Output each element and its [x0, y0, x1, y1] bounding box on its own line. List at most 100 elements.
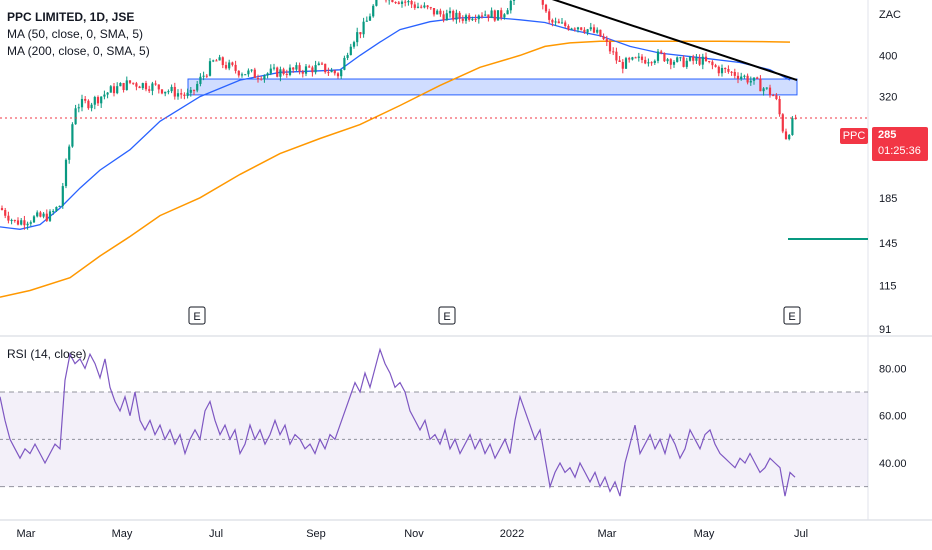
candle-body	[359, 32, 362, 35]
candle-body	[199, 76, 202, 84]
symbol-badge: PPC	[840, 128, 868, 144]
candle-body	[372, 5, 375, 17]
candle-body	[375, 0, 378, 6]
candle-body	[29, 222, 32, 224]
candle-body	[52, 210, 55, 212]
candle-body	[320, 63, 324, 65]
candle-body	[205, 75, 208, 77]
candle-body	[256, 77, 260, 79]
candle-body	[58, 205, 61, 208]
candle-body	[160, 89, 164, 94]
candle-body	[397, 2, 400, 4]
candle-body	[423, 5, 426, 8]
candle-body	[391, 0, 394, 3]
earnings-marker-box	[438, 306, 456, 325]
trendline	[551, 0, 798, 82]
candle-body	[448, 10, 452, 14]
ma200-line	[0, 40, 791, 298]
candle-body	[512, 0, 516, 1]
candle-body	[628, 58, 631, 60]
candle-body	[103, 94, 106, 97]
candle-body	[586, 29, 589, 33]
earnings-marker-box	[783, 306, 801, 325]
candle-body	[170, 86, 173, 92]
candle-body	[554, 21, 557, 23]
candle-body	[10, 219, 13, 221]
candle-body	[333, 70, 336, 74]
candle-body	[589, 27, 592, 30]
candle-body	[304, 66, 308, 74]
candle-body	[311, 67, 314, 73]
candle-body	[45, 213, 48, 221]
candle-body	[4, 210, 7, 216]
candle-body	[77, 107, 80, 109]
candle-body	[215, 60, 218, 62]
candle-body	[39, 212, 42, 217]
candle-body	[573, 28, 576, 30]
candle-body	[701, 56, 704, 65]
candle-body	[20, 220, 23, 225]
candle-body	[314, 65, 317, 73]
candle-body	[759, 78, 762, 92]
time-tick-label: Jul	[794, 528, 808, 540]
candle-body	[109, 86, 112, 93]
earnings-marker-label: E	[443, 311, 450, 323]
candle-body	[138, 86, 141, 89]
candle-body	[288, 67, 292, 75]
candle-body	[420, 6, 423, 8]
candle-body	[743, 75, 746, 77]
candle-body	[7, 215, 10, 221]
candle-body	[788, 134, 791, 140]
rsi-tick-label: 60.00	[879, 411, 907, 423]
candle-body	[317, 63, 320, 66]
candle-body	[13, 219, 16, 221]
price-tick-label: 115	[879, 281, 897, 293]
candle-body	[791, 118, 794, 135]
candle-body	[247, 70, 250, 75]
candle-body	[404, 1, 407, 3]
time-tick-label: Nov	[404, 528, 424, 540]
time-tick-label: 2022	[500, 528, 524, 540]
earnings-marker-label: E	[193, 311, 200, 323]
candle-body	[407, 0, 410, 3]
candle-body	[768, 87, 772, 96]
rsi-legend: RSI (14, close)	[7, 347, 87, 361]
candle-body	[36, 212, 39, 217]
support-zone	[187, 78, 798, 96]
candle-body	[244, 74, 247, 76]
candle-body	[298, 65, 301, 72]
candle-body	[234, 64, 237, 71]
candle-body	[580, 27, 583, 30]
candle-body	[576, 27, 580, 30]
price-tick-label: 400	[879, 50, 897, 62]
time-tick-label: Mar	[598, 528, 617, 540]
candle-body	[301, 71, 304, 74]
candle-body	[756, 77, 759, 79]
candle-body	[781, 114, 784, 132]
candle-body	[692, 56, 695, 61]
candle-body	[752, 77, 756, 81]
candle-body	[583, 29, 586, 33]
candle-body	[285, 73, 288, 75]
candle-body	[653, 60, 656, 63]
candle-body	[669, 59, 672, 65]
candle-body	[746, 75, 749, 83]
candle-body	[346, 55, 349, 58]
candle-body	[474, 19, 477, 21]
candle-body	[87, 100, 90, 109]
ma50-legend: MA (50, close, 0, SMA, 5)	[7, 27, 144, 41]
candle-body	[733, 71, 736, 76]
candle-body	[32, 216, 36, 223]
candle-body	[685, 60, 688, 67]
candle-body	[221, 57, 224, 66]
candle-body	[186, 92, 189, 96]
candle-body	[647, 62, 650, 64]
candle-body	[599, 29, 602, 37]
candle-body	[330, 70, 333, 73]
candle-body	[557, 21, 560, 24]
candle-body	[250, 69, 253, 71]
candle-body	[455, 12, 458, 20]
candle-body	[269, 68, 272, 74]
candle-body	[688, 56, 692, 61]
